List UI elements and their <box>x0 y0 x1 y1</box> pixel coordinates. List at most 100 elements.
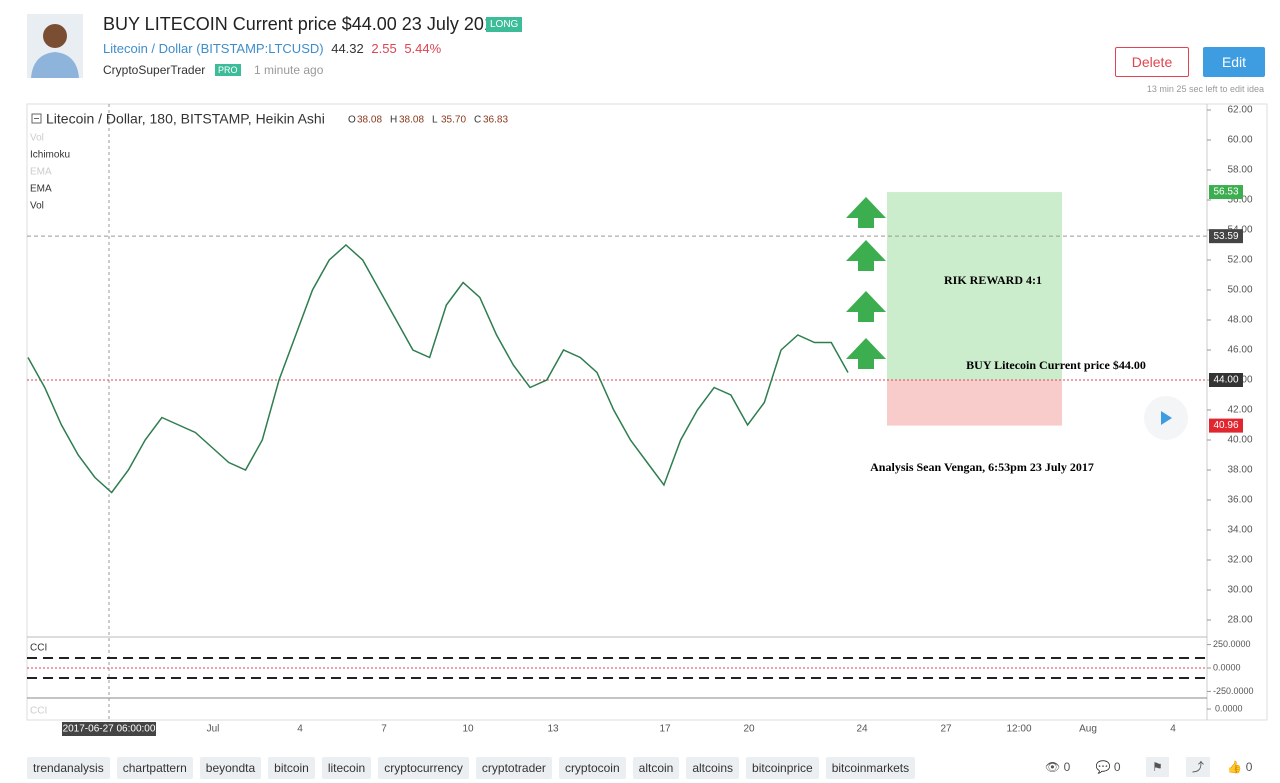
comments-icon[interactable]: 💬 <box>1095 760 1111 774</box>
cci-tick-label: -250.0000 <box>1213 686 1254 696</box>
price-tag-label: 44.00 <box>1213 375 1238 386</box>
price-tag <box>1209 418 1243 433</box>
y-tick-label: 36.00 <box>1227 495 1252 506</box>
x-tick-label: Aug <box>1079 724 1097 735</box>
x-tick-label: 12:00 <box>1006 724 1031 735</box>
ohlc-value: 38.08 <box>399 115 424 126</box>
title: BUY LITECOIN Current price $44.00 23 Jul… <box>103 14 504 34</box>
y-tick-label: 30.00 <box>1227 585 1252 596</box>
tag[interactable]: trendanalysis <box>27 757 110 779</box>
y-tick-label: 48.00 <box>1227 315 1252 326</box>
x-tick-label: 13 <box>547 724 559 735</box>
tag[interactable]: cryptotrader <box>475 757 552 779</box>
cci2-label: CCI <box>30 706 47 717</box>
x-tick-label: 24 <box>856 724 868 735</box>
x-tick-label: 10 <box>462 724 474 735</box>
cci-tick-label: 250.0000 <box>1213 639 1251 649</box>
tag[interactable]: litecoin <box>321 757 372 779</box>
y-tick-label: 46.00 <box>1227 345 1252 356</box>
x-tick-label: Jul <box>207 724 220 735</box>
price-tag <box>1209 373 1243 387</box>
likes-count: 0 <box>1245 760 1253 774</box>
tag[interactable]: bitcoin <box>268 757 315 779</box>
annotation: BUY Litecoin Current price $44.00 <box>966 358 1146 372</box>
ohlc-key: L <box>432 115 438 126</box>
y-tick-label: 32.00 <box>1227 555 1252 566</box>
comments-count: 0 <box>1113 760 1121 774</box>
time: 1 minute ago <box>254 63 324 77</box>
tag[interactable]: altcoin <box>632 757 680 779</box>
edit-note: 13 min 25 sec left to edit idea <box>1146 84 1264 94</box>
x-tick-label: 7 <box>381 724 387 735</box>
price-tag <box>1209 185 1243 200</box>
price-tag-label: 40.96 <box>1213 420 1238 431</box>
reward-zone <box>887 192 1062 380</box>
tag[interactable]: cryptocoin <box>558 757 626 779</box>
legend-title: Litecoin / Dollar, 180, BITSTAMP, Heikin… <box>46 111 325 127</box>
y-tick-label: 42.00 <box>1227 405 1252 416</box>
y-tick-label: 60.00 <box>1227 135 1252 146</box>
ohlc-value: 38.08 <box>357 115 382 126</box>
footer-counts: 👁 0 💬 0 ⚑ ⤴ 👍 0 <box>1045 757 1253 777</box>
y-tick-label: 56.00 <box>1227 195 1252 206</box>
y-tick-label: 50.00 <box>1227 285 1252 296</box>
indicator-label: Ichimoku <box>30 150 70 161</box>
like-icon[interactable]: 👍 <box>1227 760 1243 774</box>
author[interactable]: CryptoSuperTrader <box>103 63 206 77</box>
y-tick-label: 28.00 <box>1227 615 1252 626</box>
change-pct: 5.44% <box>404 41 442 56</box>
ohlc-value: 36.83 <box>483 115 508 126</box>
y-tick-label: 58.00 <box>1227 165 1252 176</box>
tag[interactable]: bitcoinmarkets <box>825 757 916 779</box>
price: 44.32 <box>331 41 364 56</box>
indicator-label: EMA <box>30 167 52 178</box>
x-tick-label: 4 <box>1170 724 1176 735</box>
y-tick-label: 34.00 <box>1227 525 1252 536</box>
long-badge: LONG <box>486 17 523 32</box>
y-tick-label: 38.00 <box>1227 465 1252 476</box>
symbol-code[interactable]: (BITSTAMP:LTCUSD) <box>196 41 324 56</box>
price-tag-label: 53.59 <box>1213 231 1238 242</box>
tags: trendanalysis chartpattern beyondta bitcoin… <box>27 757 922 779</box>
price-tag <box>1209 229 1243 244</box>
price-line <box>27 243 849 494</box>
risk-zone <box>887 380 1062 426</box>
flag-button[interactable]: ⚑ <box>1145 757 1169 777</box>
indicator-label: Vol <box>30 133 44 144</box>
x-tick-label: 27 <box>940 724 952 735</box>
views-count: 0 <box>1063 760 1071 774</box>
tag[interactable]: bitcoinprice <box>746 757 819 779</box>
cci-label: CCI <box>30 643 47 654</box>
avatar <box>27 14 83 78</box>
tag[interactable]: chartpattern <box>116 757 193 779</box>
change: 2.55 <box>371 41 397 56</box>
tag[interactable]: altcoins <box>686 757 740 779</box>
edit-button[interactable]: Edit <box>1203 47 1265 77</box>
ohlc-key: C <box>474 115 481 126</box>
pro-badge: PRO <box>215 64 241 76</box>
share-button[interactable]: ⤴ <box>1186 757 1211 777</box>
crosshair-date: 2017-06-27 06:00:00 <box>63 724 156 735</box>
arrows <box>846 197 886 369</box>
annotation: Analysis Sean Vengan, 6:53pm 23 July 201… <box>870 460 1094 474</box>
crosshair-date-bg <box>62 722 156 736</box>
annotation: RIK REWARD 4:1 <box>944 273 1042 287</box>
ohlc-key: O <box>348 115 356 126</box>
indicator-label: EMA <box>30 184 52 195</box>
symbol-row: Litecoin / Dollar (BITSTAMP:LTCUSD) 44.3… <box>103 41 441 56</box>
y-tick-label: 40.00 <box>1227 435 1252 446</box>
x-tick-label: 17 <box>659 724 671 735</box>
symbol-name[interactable]: Litecoin / Dollar <box>103 41 193 56</box>
cci-tick-label: 0.0000 <box>1213 662 1241 672</box>
x-tick-label: 20 <box>743 724 755 735</box>
tag[interactable]: cryptocurrency <box>378 757 469 779</box>
tag[interactable]: beyondta <box>199 757 262 779</box>
ohlc-value: 35.70 <box>441 115 466 126</box>
chart: Litecoin / Dollar, 180, BITSTAMP, Heikin… <box>26 103 1268 736</box>
price-tag-label: 56.53 <box>1213 187 1238 198</box>
cci2-tick-label: 0.0000 <box>1215 703 1243 713</box>
indicator-label: Vol <box>30 201 44 212</box>
views-icon: 👁 <box>1045 760 1061 774</box>
delete-button[interactable]: Delete <box>1115 47 1189 77</box>
